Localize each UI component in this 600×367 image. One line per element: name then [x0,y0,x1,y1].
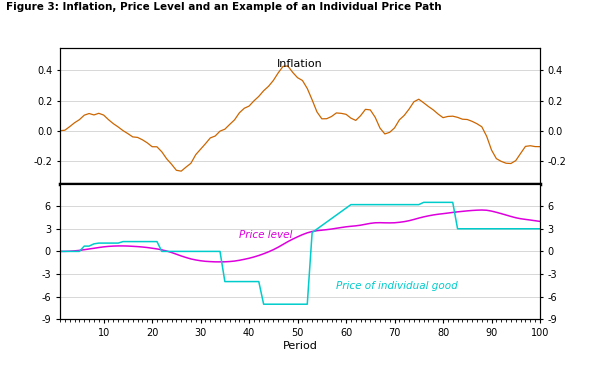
X-axis label: Period: Period [283,341,317,351]
Text: Inflation: Inflation [277,59,323,69]
Text: Figure 3: Inflation, Price Level and an Example of an Individual Price Path: Figure 3: Inflation, Price Level and an … [6,2,442,12]
Text: Price level: Price level [239,230,293,240]
Text: Price of individual good: Price of individual good [337,281,458,291]
